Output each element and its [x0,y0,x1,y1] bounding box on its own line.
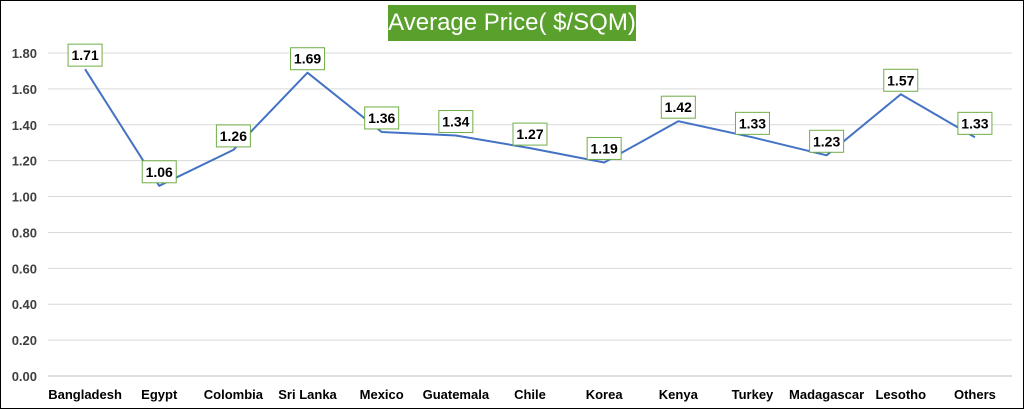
x-tick-label: Madagascar [789,387,864,402]
y-tick-label: 1.40 [12,118,37,133]
x-tick-label: Bangladesh [48,387,122,402]
y-tick-label: 0.80 [12,225,37,240]
data-label-box [883,68,919,92]
data-label-box [438,110,474,134]
data-label-box [660,95,696,119]
data-label-text: 1.42 [665,99,692,115]
data-label-box [141,160,177,184]
y-tick-label: 1.60 [12,82,37,97]
data-label-box [512,122,548,146]
data-label: 1.33 [734,111,770,135]
x-tick-label: Lesotho [875,387,926,402]
data-label-box [215,124,251,148]
series-line-group [84,68,976,187]
data-label-text: 1.19 [591,140,618,156]
data-label-box [290,47,326,71]
data-label-box [809,129,845,153]
data-label: 1.27 [512,122,548,146]
data-label: 1.42 [660,95,696,119]
data-label-box [586,136,622,160]
y-tick-label: 1.20 [12,154,37,169]
data-label-box [734,111,770,135]
data-labels: 1.71 1.06 1.26 1.69 1.36 1.34 1.27 1.19 1.42 1.33… [67,43,993,184]
data-label-box [67,43,103,67]
chart-title: Average Price( $/SQM) [388,5,636,41]
data-label-text: 1.23 [813,133,840,149]
data-label-box [957,111,993,135]
data-label: 1.06 [141,160,177,184]
x-tick-label: Others [954,387,996,402]
x-tick-label: Chile [514,387,546,402]
data-label: 1.23 [809,129,845,153]
data-label-text: 1.06 [146,164,173,180]
data-label-text: 1.57 [887,72,914,88]
x-tick-label: Sri Lanka [278,387,337,402]
x-axis-ticks: Bangladesh Egypt Colombia Sri Lanka Mexico Gu… [48,387,996,402]
gridlines [48,52,1012,341]
y-tick-label: 1.80 [12,46,37,61]
data-label: 1.36 [364,106,400,130]
y-tick-label: 1.00 [12,190,37,205]
data-label: 1.33 [957,111,993,135]
series-line [84,68,976,187]
x-tick-label: Guatemala [423,387,490,402]
x-tick-label: Turkey [732,387,774,402]
y-tick-label: 0.40 [12,297,37,312]
data-label-box [364,106,400,130]
x-tick-label: Mexico [360,387,404,402]
data-label: 1.71 [67,43,103,67]
data-label-text: 1.33 [739,115,766,131]
y-axis-ticks: 0.00 0.20 0.40 0.60 0.80 1.00 1.20 1.40 1.60 1.80 [12,46,37,384]
data-label: 1.57 [883,68,919,92]
data-label-text: 1.36 [368,110,395,126]
y-tick-label: 0.60 [12,261,37,276]
data-label-text: 1.27 [516,126,543,142]
data-label: 1.26 [215,124,251,148]
y-tick-label: 0.20 [12,333,37,348]
data-label: 1.19 [586,136,622,160]
data-label-text: 1.71 [71,47,98,63]
data-label-text: 1.69 [294,51,321,67]
x-tick-label: Korea [586,387,624,402]
data-label-text: 1.34 [442,114,469,130]
data-label-text: 1.26 [220,128,247,144]
x-tick-label: Egypt [141,387,178,402]
y-tick-label: 0.00 [12,369,37,384]
data-label-text: 1.33 [961,115,988,131]
x-tick-label: Colombia [204,387,264,402]
data-label: 1.34 [438,110,474,134]
x-tick-label: Kenya [659,387,699,402]
data-label: 1.69 [290,47,326,71]
